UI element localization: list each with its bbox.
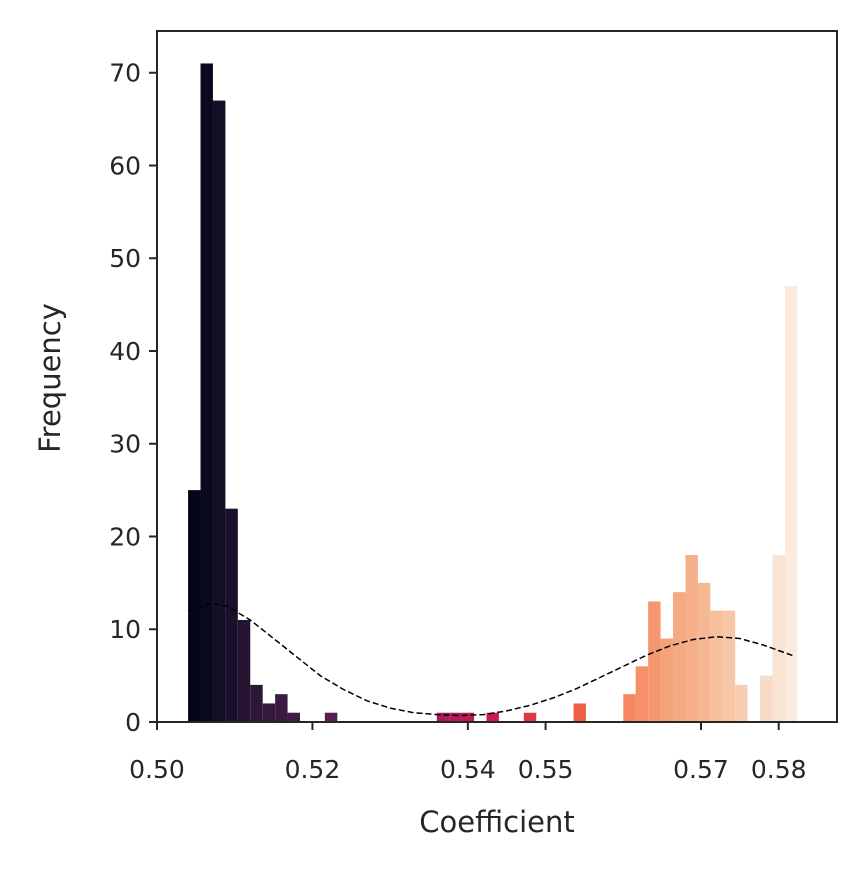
histogram-bar — [648, 601, 661, 722]
y-tick-label: 10 — [109, 615, 141, 644]
histogram-bar — [523, 712, 537, 722]
histogram-bar — [710, 610, 723, 722]
x-tick-label: 0.50 — [129, 755, 185, 784]
histogram-bar — [275, 694, 288, 722]
y-tick-label: 50 — [109, 244, 141, 273]
histogram-bar — [784, 286, 798, 722]
histogram-bar — [287, 712, 300, 722]
x-tick-label: 0.57 — [673, 755, 729, 784]
y-tick-label: 30 — [109, 430, 141, 459]
y-tick-label: 60 — [109, 151, 141, 180]
histogram-bars — [188, 63, 798, 723]
histogram-bar — [573, 703, 586, 722]
y-tick-label: 40 — [109, 337, 141, 366]
histogram-bar — [673, 592, 686, 722]
histogram-bar — [212, 100, 226, 722]
axes-frame — [156, 30, 838, 723]
histogram-bar — [237, 619, 251, 722]
histogram-bar — [760, 675, 773, 722]
y-axis-ticks: 0 10 20 30 40 50 60 70 — [109, 59, 157, 737]
plot-frame — [156, 30, 838, 723]
histogram-bar — [188, 490, 201, 722]
x-tick-label: 0.54 — [440, 755, 496, 784]
histogram-bar — [486, 712, 499, 722]
y-tick-label: 70 — [109, 59, 141, 88]
x-tick-label: 0.55 — [518, 755, 574, 784]
x-tick-label: 0.52 — [285, 755, 341, 784]
y-tick-label: 0 — [125, 708, 141, 737]
histogram-bar — [660, 638, 674, 722]
histogram-bar — [250, 684, 263, 722]
histogram-bar — [200, 63, 213, 723]
histogram-bar — [635, 666, 649, 722]
histogram-bar — [449, 712, 462, 722]
x-axis-label: Coefficient — [419, 805, 574, 839]
histogram-bar — [324, 712, 338, 722]
histogram-bar — [225, 508, 238, 722]
histogram-bar — [722, 610, 736, 722]
histogram-bar — [697, 582, 711, 722]
density-curve — [187, 602, 795, 717]
histogram-bar — [461, 712, 475, 722]
x-axis-ticks: 0.50 0.52 0.54 0.55 0.57 0.58 — [129, 722, 807, 784]
histogram-bar — [685, 555, 698, 722]
histogram-bar — [623, 694, 636, 722]
y-axis-label: Frequency — [33, 303, 67, 453]
x-tick-label: 0.58 — [751, 755, 807, 784]
histogram-bar — [735, 684, 748, 722]
histogram-bar — [772, 555, 785, 722]
histogram-bar — [436, 712, 450, 722]
y-tick-label: 20 — [109, 522, 141, 551]
histogram-bar — [262, 703, 276, 722]
